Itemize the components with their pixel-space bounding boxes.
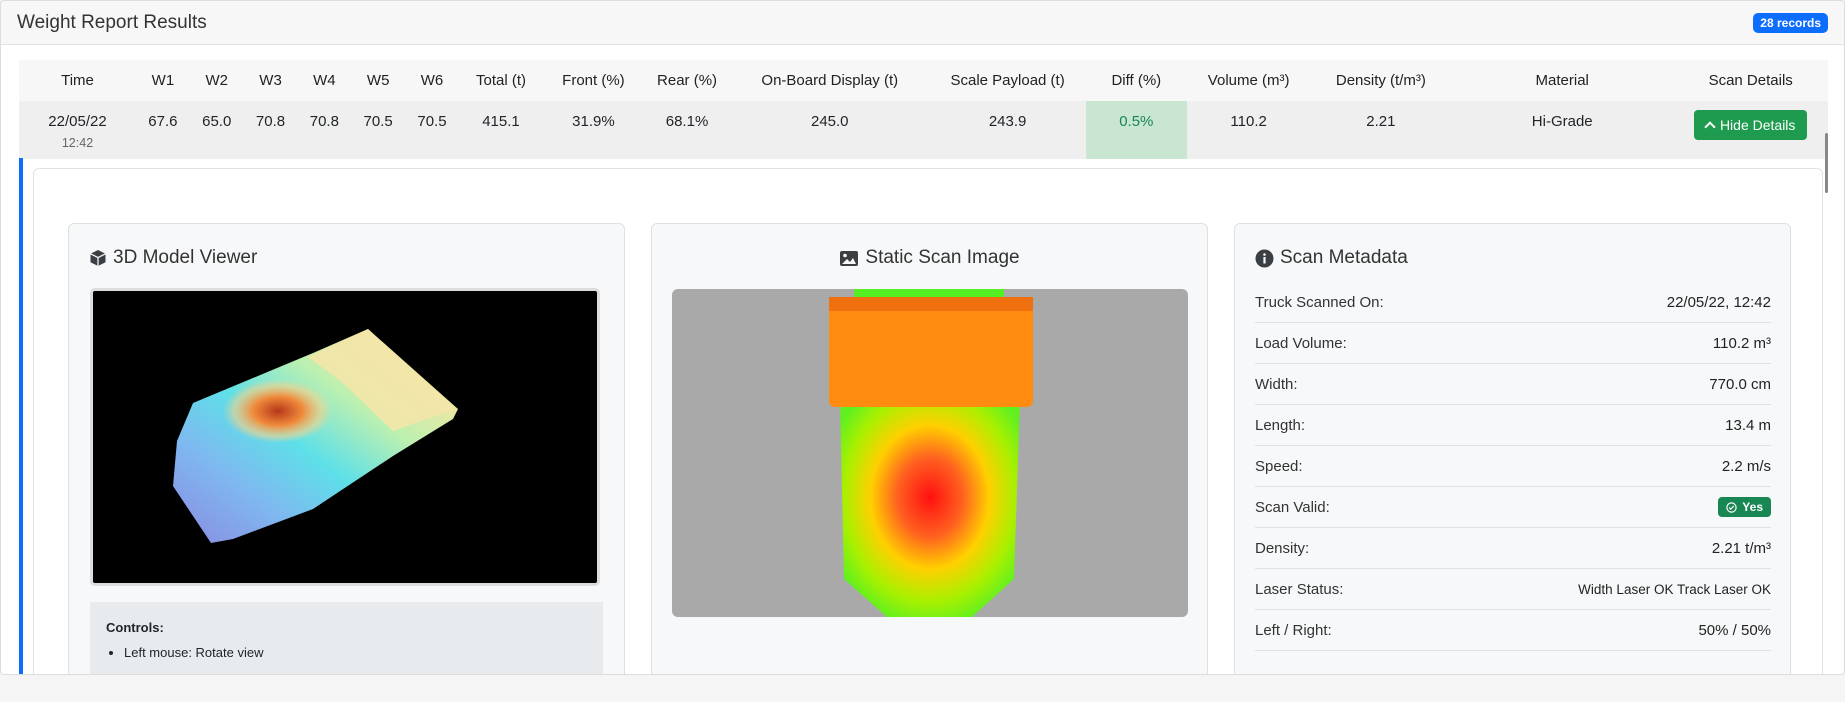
check-circle-icon — [1726, 501, 1737, 513]
metadata-list: Truck Scanned On: 22/05/22, 12:42 Load V… — [1255, 282, 1771, 651]
col-material: Material — [1451, 60, 1674, 101]
cell-time: 22/05/22 12:42 — [19, 101, 136, 159]
cell-material: Hi-Grade — [1451, 101, 1674, 159]
col-w6: W6 — [405, 60, 459, 101]
cell-w2: 65.0 — [189, 101, 244, 159]
scan-details-section: 3D Model Viewer — [19, 158, 1825, 674]
static-scan-heading: Static Scan Image — [652, 247, 1207, 269]
weight-report-card: Weight Report Results 28 records Time W1… — [0, 0, 1845, 675]
scan-details-container: 3D Model Viewer — [33, 168, 1823, 674]
col-total: Total (t) — [458, 60, 544, 101]
cube-icon — [90, 250, 106, 266]
cell-time-sub: 12:42 — [61, 136, 94, 150]
scan-valid-badge: Yes — [1718, 497, 1771, 517]
model-viewer-panel: 3D Model Viewer — [68, 223, 625, 674]
col-scan-details: Scan Details — [1673, 60, 1828, 101]
cell-scale: 243.9 — [929, 101, 1086, 159]
chevron-up-icon — [1704, 121, 1716, 133]
cell-diff: 0.5% — [1086, 101, 1187, 159]
col-diff: Diff (%) — [1086, 60, 1187, 101]
meta-label: Density: — [1255, 539, 1310, 557]
static-scan-image — [672, 289, 1188, 617]
meta-label: Speed: — [1255, 457, 1303, 475]
meta-label: Scan Valid: — [1255, 498, 1330, 516]
static-scan-panel: Static Scan Image — [651, 223, 1208, 674]
col-scale: Scale Payload (t) — [929, 60, 1086, 101]
model-viewer-heading: 3D Model Viewer — [89, 247, 257, 269]
col-volume: Volume (m³) — [1186, 60, 1311, 101]
meta-label: Width: — [1255, 375, 1298, 393]
table-header-row: Time W1 W2 W3 W4 W5 W6 Total (t) Front (… — [19, 60, 1828, 101]
cell-w1: 67.6 — [136, 101, 190, 159]
control-item: Left mouse: Rotate view — [124, 645, 587, 660]
meta-label: Truck Scanned On: — [1255, 293, 1384, 311]
meta-value: 13.4 m — [1725, 416, 1771, 434]
image-icon — [840, 250, 859, 266]
meta-value: 770.0 cm — [1709, 375, 1771, 393]
3d-model-render — [173, 329, 458, 543]
card-header: Weight Report Results 28 records — [1, 1, 1844, 45]
cell-w4: 70.8 — [297, 101, 352, 159]
meta-value: 2.21 t/m³ — [1711, 539, 1771, 557]
table-row[interactable]: 22/05/22 12:42 67.6 65.0 70.8 70.8 70.5 … — [19, 101, 1828, 159]
cell-total: 415.1 — [458, 101, 544, 159]
col-w4: W4 — [297, 60, 352, 101]
cell-rear: 68.1% — [643, 101, 731, 159]
page-title: Weight Report Results — [17, 11, 207, 33]
meta-row-speed: Speed: 2.2 m/s — [1255, 446, 1771, 487]
meta-label: Laser Status: — [1255, 580, 1344, 598]
col-w3: W3 — [243, 60, 298, 101]
meta-value: 2.2 m/s — [1721, 457, 1771, 475]
3d-model-canvas[interactable] — [90, 288, 600, 586]
controls-heading: Controls: — [106, 620, 164, 635]
meta-label: Left / Right: — [1255, 621, 1332, 639]
cell-onboard: 245.0 — [730, 101, 930, 159]
meta-value: 50% / 50% — [1698, 621, 1771, 639]
meta-label: Length: — [1255, 416, 1306, 434]
scan-metadata-heading: Scan Metadata — [1255, 247, 1408, 269]
scan-metadata-panel: Scan Metadata Truck Scanned On: 22/05/22… — [1234, 223, 1791, 674]
info-icon — [1255, 249, 1274, 267]
meta-row-density: Density: 2.21 t/m³ — [1255, 528, 1771, 569]
cell-w6: 70.5 — [405, 101, 459, 159]
meta-row-scanned-on: Truck Scanned On: 22/05/22, 12:42 — [1255, 282, 1771, 323]
records-badge: 28 records — [1753, 12, 1828, 33]
viewer-controls: Controls: Left mouse: Rotate view — [90, 602, 603, 674]
scan-metadata-title: Scan Metadata — [1280, 247, 1408, 268]
meta-row-scan-valid: Scan Valid: Yes — [1255, 487, 1771, 528]
cell-front: 31.9% — [543, 101, 644, 159]
col-w1: W1 — [136, 60, 190, 101]
meta-value: 22/05/22, 12:42 — [1666, 293, 1771, 311]
col-time: Time — [19, 60, 136, 101]
model-viewer-title: 3D Model Viewer — [113, 247, 258, 268]
col-rear: Rear (%) — [643, 60, 731, 101]
scan-heatmap — [829, 289, 1033, 617]
meta-value: Width Laser OK Track Laser OK — [1578, 581, 1771, 597]
meta-row-laser-status: Laser Status: Width Laser OK Track Laser… — [1255, 569, 1771, 610]
col-onboard: On-Board Display (t) — [730, 60, 930, 101]
col-w2: W2 — [189, 60, 244, 101]
meta-value: 110.2 m³ — [1712, 334, 1771, 352]
static-scan-title: Static Scan Image — [865, 247, 1020, 268]
col-density: Density (t/m³) — [1310, 60, 1452, 101]
meta-row-length: Length: 13.4 m — [1255, 405, 1771, 446]
cell-volume: 110.2 — [1186, 101, 1311, 159]
meta-row-load-volume: Load Volume: 110.2 m³ — [1255, 323, 1771, 364]
cell-w5: 70.5 — [351, 101, 406, 159]
meta-row-width: Width: 770.0 cm — [1255, 364, 1771, 405]
cell-density: 2.21 — [1310, 101, 1452, 159]
cell-w3: 70.8 — [243, 101, 298, 159]
cell-scan-details: Hide Details — [1673, 101, 1828, 159]
hide-details-button[interactable]: Hide Details — [1693, 110, 1808, 140]
meta-row-left-right: Left / Right: 50% / 50% — [1255, 610, 1771, 651]
results-table: Time W1 W2 W3 W4 W5 W6 Total (t) Front (… — [19, 60, 1828, 159]
meta-label: Load Volume: — [1255, 334, 1347, 352]
cell-date: 22/05/22 — [48, 113, 107, 130]
col-front: Front (%) — [543, 60, 644, 101]
scrollbar[interactable] — [1825, 133, 1828, 193]
col-w5: W5 — [351, 60, 406, 101]
hide-details-label: Hide Details — [1719, 117, 1796, 133]
scan-valid-label: Yes — [1742, 500, 1763, 514]
